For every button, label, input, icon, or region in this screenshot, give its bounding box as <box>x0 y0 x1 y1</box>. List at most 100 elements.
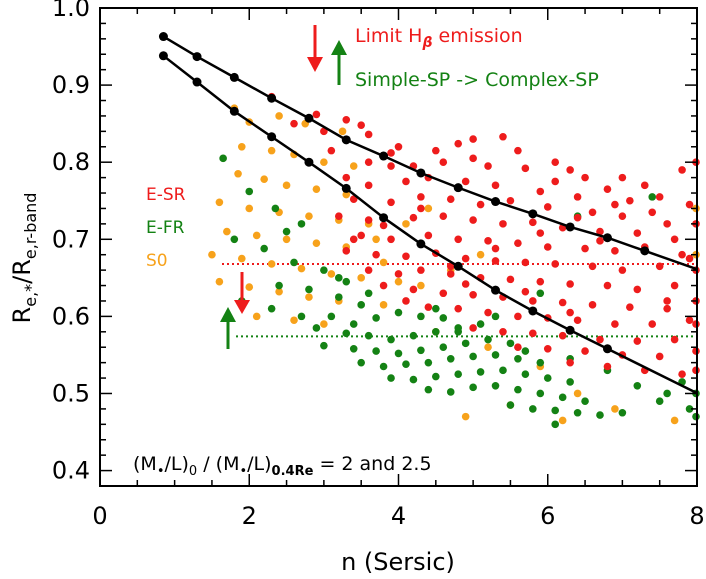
point-e-fr-64 <box>506 401 515 409</box>
point-e-fr-80 <box>663 389 671 398</box>
point-s0-57 <box>402 220 410 228</box>
point-e-sr-73 <box>678 250 686 259</box>
point-e-sr-27 <box>603 185 612 193</box>
point-e-sr-34 <box>491 181 500 190</box>
point-e-sr-96 <box>670 281 679 290</box>
point-e-sr-41 <box>387 198 395 207</box>
point-e-fr-57 <box>446 388 455 396</box>
point-s0-35 <box>275 287 283 296</box>
model-line-1-marker-3 <box>267 132 277 142</box>
model-line-0-marker-13 <box>640 246 650 256</box>
point-e-sr-50 <box>335 212 343 220</box>
point-e-sr-8 <box>469 135 477 143</box>
point-e-fr-39 <box>379 362 388 371</box>
point-e-fr-83 <box>536 289 545 298</box>
point-s0-15 <box>215 198 224 207</box>
point-e-sr-130 <box>566 358 574 367</box>
point-e-fr-61 <box>536 389 545 398</box>
point-e-fr-5 <box>260 244 268 253</box>
model-line-1-marker-8 <box>453 261 463 271</box>
point-e-sr-145 <box>663 297 671 305</box>
point-s0-13 <box>312 185 321 193</box>
point-s0-21 <box>223 227 231 236</box>
point-e-sr-70 <box>581 244 589 253</box>
point-e-fr-55 <box>566 378 574 386</box>
point-e-sr-54 <box>439 212 448 220</box>
model-line-0-marker-10 <box>528 209 538 219</box>
x-tick-label: 6 <box>540 502 555 530</box>
point-e-fr-10 <box>335 293 343 301</box>
point-e-fr-43 <box>469 352 477 361</box>
point-e-sr-150 <box>349 235 358 244</box>
point-e-sr-2 <box>342 115 351 124</box>
y-tick-label: 0.8 <box>52 148 90 176</box>
point-e-sr-88 <box>417 266 425 274</box>
point-s0-24 <box>312 239 321 247</box>
point-e-sr-95 <box>633 285 642 294</box>
point-e-sr-52 <box>379 221 388 230</box>
model-line-1-marker-5 <box>341 183 351 193</box>
point-e-fr-79 <box>633 381 642 390</box>
point-e-fr-29 <box>320 341 328 350</box>
point-e-fr-75 <box>454 328 463 336</box>
formula-tail: = 2 and 2.5 <box>313 453 431 475</box>
point-e-fr-0 <box>219 154 227 163</box>
point-e-sr-134 <box>387 149 395 157</box>
point-s0-18 <box>305 212 313 220</box>
point-e-sr-148 <box>461 280 470 288</box>
point-s0-38 <box>252 312 261 321</box>
y-axis-label-main: R <box>8 307 36 324</box>
point-e-sr-28 <box>655 193 664 201</box>
point-e-sr-42 <box>417 193 425 201</box>
point-e-sr-67 <box>484 237 492 245</box>
point-e-sr-38 <box>648 208 657 217</box>
point-e-fr-65 <box>529 405 537 413</box>
point-e-sr-116 <box>685 316 694 325</box>
point-e-sr-75 <box>372 250 380 259</box>
point-e-sr-103 <box>558 298 567 307</box>
point-s0-44 <box>476 250 485 259</box>
point-e-sr-1 <box>312 110 321 119</box>
y-tick-label: 0.4 <box>52 457 90 485</box>
point-e-fr-25 <box>409 331 418 340</box>
model-line-0-marker-8 <box>453 183 463 193</box>
point-e-sr-113 <box>573 316 582 325</box>
point-e-sr-124 <box>514 343 522 352</box>
model-line-0-marker-9 <box>491 197 501 207</box>
annotation-limit-beta: β <box>421 35 432 51</box>
point-e-fr-54 <box>543 374 552 382</box>
model-line-0-marker-7 <box>416 168 426 178</box>
legend: E-SR E-FR S0 <box>146 185 186 271</box>
point-e-fr-76 <box>521 347 530 355</box>
point-s0-4 <box>338 127 347 136</box>
point-e-sr-81 <box>551 260 560 268</box>
point-e-fr-13 <box>267 304 276 313</box>
point-e-fr-74 <box>364 289 373 298</box>
model-line-0-marker-6 <box>379 151 389 161</box>
point-s0-46 <box>484 343 492 352</box>
point-s0-42 <box>417 281 425 290</box>
model-line-0-marker-3 <box>267 93 277 103</box>
point-e-fr-21 <box>312 324 321 332</box>
point-e-fr-84 <box>491 312 500 321</box>
point-e-sr-74 <box>342 247 351 255</box>
point-e-fr-58 <box>469 383 477 392</box>
point-e-fr-2 <box>271 204 280 213</box>
y-axis-label-mid: /R <box>8 259 36 284</box>
point-s0-51 <box>461 412 470 421</box>
point-e-fr-51 <box>476 368 485 376</box>
formula-bullet-1: • <box>157 464 165 479</box>
legend-entry-esr: E-SR <box>146 185 186 205</box>
model-lines <box>158 32 698 395</box>
formula-bullet-2: • <box>239 464 247 479</box>
point-e-sr-23 <box>469 154 477 163</box>
point-s0-22 <box>252 231 261 240</box>
point-e-sr-115 <box>648 320 657 328</box>
point-s0-28 <box>267 260 276 268</box>
point-e-fr-6 <box>290 258 298 267</box>
point-e-fr-20 <box>439 314 448 322</box>
point-e-fr-59 <box>491 381 500 390</box>
point-e-sr-10 <box>514 146 522 155</box>
point-e-fr-38 <box>357 358 365 367</box>
point-e-fr-48 <box>409 375 418 384</box>
